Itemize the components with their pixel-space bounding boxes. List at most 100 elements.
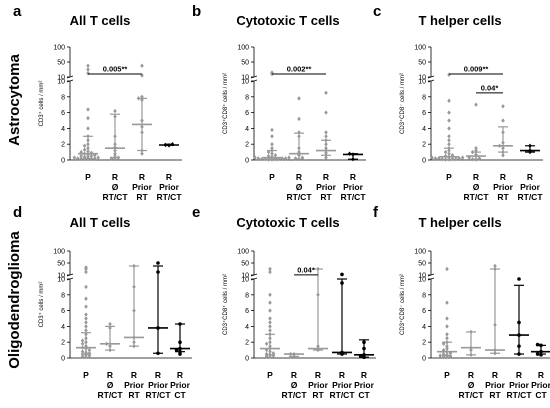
x-tick-label: Ø [291, 380, 298, 390]
x-tick-label: R [291, 370, 297, 380]
y-tick-label: 100 [414, 45, 426, 52]
data-point [445, 332, 449, 337]
y-axis-label: CD3⁺CD8⁻ cells / mm² [399, 274, 406, 335]
data-point [437, 156, 441, 161]
y-tick-label: 10 [241, 273, 249, 280]
x-tick-label: RT [489, 390, 501, 400]
x-tick-label: Prior [509, 380, 530, 390]
x-tick-label: Prior [485, 380, 506, 390]
data-point [517, 277, 521, 281]
panel-title: All T cells [70, 13, 131, 28]
data-point [273, 153, 278, 158]
p-value-label: 0.005** [103, 65, 128, 74]
data-point [86, 115, 90, 121]
y-tick-label: 6 [61, 110, 65, 117]
data-point [457, 156, 461, 161]
data-point [80, 341, 85, 346]
panel-letter: c [373, 3, 381, 20]
y-tick-label: 50 [57, 60, 65, 67]
x-tick-label: RT/CT [145, 390, 171, 400]
data-point [324, 110, 328, 115]
panel-letter: d [13, 204, 22, 221]
y-tick-label: 4 [422, 126, 426, 133]
data-point [268, 269, 272, 275]
data-point [84, 304, 88, 309]
y-tick-label: 4 [245, 324, 249, 331]
x-tick-label: R [492, 370, 498, 380]
y-tick-label: 10 [57, 273, 65, 280]
data-point [84, 316, 88, 321]
group-0: P [72, 63, 100, 182]
data-point [80, 349, 85, 354]
row-label-astrocytoma: Astrocytoma [6, 54, 23, 146]
y-axis-label: CD3⁺CD8⁻ cells / mm² [399, 73, 406, 134]
data-point [297, 96, 301, 101]
data-point [447, 118, 451, 123]
data-point [324, 155, 328, 160]
y-tick-label: 0 [245, 158, 249, 165]
y-tick-label: 100 [53, 45, 65, 52]
data-point [438, 353, 442, 358]
data-point [253, 155, 257, 160]
y-tick-label: 8 [245, 292, 249, 299]
data-point [113, 108, 117, 114]
y-tick-label: 8 [422, 94, 426, 101]
y-tick-label: 4 [61, 126, 65, 133]
x-tick-label: P [85, 172, 91, 182]
x-tick-label: Prior [343, 182, 364, 192]
data-point [156, 261, 160, 265]
panel-title: T helper cells [418, 215, 501, 230]
row-label-oligodendroglioma: Oligodendroglioma [6, 231, 23, 369]
x-tick-label: Prior [531, 380, 550, 390]
data-point [140, 63, 144, 68]
x-tick-label: P [83, 370, 89, 380]
y-tick-label: 10 [418, 273, 426, 280]
y-tick-label: 100 [414, 249, 426, 256]
x-tick-label: CT [358, 390, 370, 400]
x-tick-label: Prior [148, 380, 169, 390]
data-point [82, 154, 87, 160]
data-point [84, 296, 88, 301]
data-point [474, 145, 478, 151]
y-tick-label: 2 [245, 142, 249, 149]
x-tick-label: RT [320, 192, 332, 202]
group-0: P [260, 266, 280, 380]
panel-b: b Cytotoxic T cells CD3⁺CD8⁺ cells / mm² 10… [192, 3, 366, 202]
data-point [86, 126, 90, 131]
y-tick-label: 50 [57, 261, 65, 268]
data-point [445, 300, 449, 305]
y-axis-label: CD3⁺CD8⁺ cells / mm² [222, 274, 229, 335]
group-0: P [76, 265, 96, 380]
data-point [86, 67, 90, 72]
x-tick-label: RT [128, 390, 140, 400]
data-point [268, 316, 272, 321]
data-point [76, 156, 80, 161]
y-tick-label: 8 [245, 94, 249, 101]
data-point [443, 149, 448, 155]
data-point [268, 266, 272, 272]
x-tick-label: Prior [308, 380, 329, 390]
x-tick-label: Prior [159, 182, 180, 192]
y-tick-label: 4 [422, 324, 426, 331]
data-point [280, 156, 284, 161]
p-value-label: 0.002** [287, 65, 312, 74]
y-tick-label: 8 [61, 94, 65, 101]
data-point [501, 104, 505, 109]
data-point [268, 355, 272, 360]
y-axis-label: CD3⁺ cells / mm² [38, 282, 45, 328]
data-point [445, 324, 449, 329]
data-point [89, 153, 94, 159]
x-tick-label: R [468, 370, 474, 380]
x-tick-label: RT/CT [102, 192, 128, 202]
x-tick-label: Ø [473, 182, 480, 192]
x-tick-label: Prior [520, 182, 541, 192]
data-point [340, 272, 344, 277]
data-point [86, 63, 90, 68]
